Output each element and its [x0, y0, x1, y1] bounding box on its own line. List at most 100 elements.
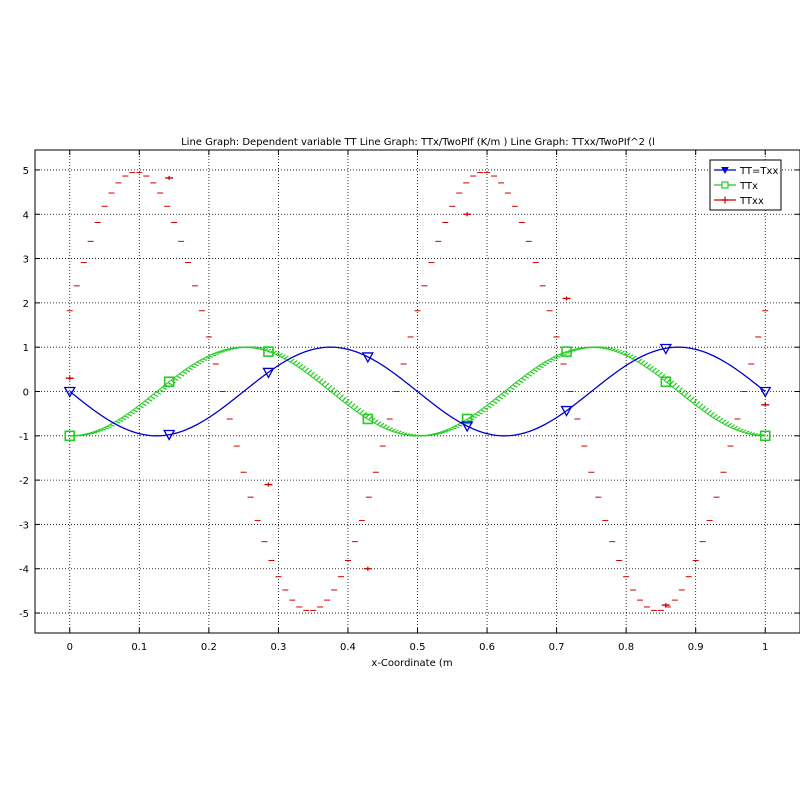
ttx-hatch	[533, 369, 538, 373]
ttx-hatch	[709, 411, 715, 417]
series-tt	[63, 343, 772, 441]
ttx-hatch	[547, 360, 553, 363]
series-ttxx	[65, 172, 770, 611]
ttx-hatch	[353, 405, 359, 411]
ttx-hatch	[492, 400, 498, 404]
series-ttx	[64, 346, 771, 442]
ttx-hatch	[118, 419, 124, 422]
ttx-hatch	[176, 375, 182, 379]
y-tick-label: 2	[23, 299, 29, 310]
ttx-hatch	[507, 389, 512, 393]
ttx-hatch	[672, 382, 678, 388]
ttx-hatch	[324, 382, 330, 388]
ttx-hatch	[327, 384, 333, 391]
ttx-hatch	[651, 367, 657, 373]
ttx-hatch	[315, 375, 321, 381]
legend-marker	[721, 181, 729, 189]
ttx-hatch	[202, 358, 208, 361]
ttx-hatch	[703, 407, 709, 413]
ttx-hatch	[208, 355, 214, 358]
ttx-hatch	[197, 361, 202, 365]
x-tick-label: 0.3	[270, 642, 286, 653]
ttx-hatch	[194, 363, 199, 367]
ttx-hatch	[141, 402, 147, 407]
ttx-hatch	[333, 389, 339, 395]
ttx-marker	[163, 376, 175, 388]
x-tick-label: 0.1	[131, 642, 147, 653]
ttx-hatch	[518, 380, 524, 384]
ttxx-marker	[65, 376, 74, 381]
ttx-hatch	[159, 389, 165, 393]
ttxx-marker	[363, 566, 372, 571]
ttx-hatch	[173, 377, 179, 382]
y-tick-label: 1	[23, 343, 29, 354]
ttx-hatch	[356, 407, 362, 413]
ttx-hatch	[657, 371, 663, 377]
ttx-marker	[64, 430, 76, 442]
ttx-hatch	[498, 396, 504, 400]
ttx-hatch	[701, 405, 707, 411]
ttx-hatch	[692, 398, 698, 404]
ttx-hatch	[347, 401, 353, 407]
ttx-hatch	[98, 429, 104, 432]
ttx-hatch	[312, 373, 318, 379]
tt-marker	[63, 386, 76, 398]
ttx-hatch	[309, 371, 315, 377]
series-layer	[63, 172, 772, 611]
ttx-hatch	[541, 363, 547, 367]
x-tick-label: 0.4	[340, 642, 356, 653]
tt-marker	[659, 343, 672, 355]
ttx-hatch	[110, 424, 115, 427]
ttxx-marker	[165, 175, 174, 180]
ttx-hatch	[553, 356, 559, 360]
ttx-hatch	[330, 387, 336, 393]
ttx-hatch	[556, 355, 561, 358]
tt-marker	[461, 421, 474, 433]
ttx-marker	[461, 413, 473, 425]
ttx-hatch	[335, 391, 341, 398]
ttx-hatch	[512, 384, 518, 388]
ttx-hatch	[698, 403, 704, 409]
ttx-hatch	[466, 419, 472, 422]
ttx-hatch	[136, 407, 141, 411]
x-tick-label: 0.5	[410, 642, 426, 653]
tt-marker	[262, 367, 275, 379]
ttx-hatch	[139, 405, 144, 409]
ttx-hatch	[318, 378, 324, 384]
ttx-hatch	[359, 409, 365, 415]
ttx-hatch	[680, 389, 686, 395]
ttx-hatch	[304, 367, 310, 373]
ttx-hatch	[121, 417, 127, 421]
legend-label: TTxx	[739, 196, 764, 207]
ttx-hatch	[654, 369, 660, 375]
ttx-hatch	[686, 394, 692, 400]
ttx-hatch	[509, 386, 515, 391]
ttx-line	[69, 346, 766, 437]
ttx-hatch	[562, 353, 567, 355]
ttx-hatch	[217, 351, 222, 354]
ttx-hatch	[648, 365, 654, 371]
ttxx-marker	[264, 482, 273, 487]
ttx-hatch	[544, 361, 550, 365]
ttx-hatch	[452, 427, 457, 430]
ttx-hatch	[538, 365, 544, 369]
ttx-hatch	[483, 407, 489, 411]
ttx-hatch	[101, 428, 106, 431]
ttx-hatch	[457, 424, 463, 427]
ttx-hatch	[168, 382, 173, 386]
ttx-hatch	[185, 369, 191, 373]
y-tick-label: 4	[23, 210, 29, 221]
tt-marker	[759, 386, 772, 398]
ttx-hatch	[475, 413, 480, 417]
ttx-hatch	[527, 373, 533, 377]
ttx-hatch	[153, 393, 159, 398]
ttx-hatch	[150, 396, 156, 400]
ttx-hatch	[550, 358, 556, 361]
ttx-hatch	[449, 428, 454, 431]
ttx-hatch	[536, 367, 541, 371]
tt-marker	[163, 429, 176, 441]
ttx-hatch	[162, 386, 167, 391]
ttx-hatch	[107, 425, 112, 429]
x-tick-label: 0.9	[688, 642, 704, 653]
ttx-hatch	[338, 394, 344, 400]
